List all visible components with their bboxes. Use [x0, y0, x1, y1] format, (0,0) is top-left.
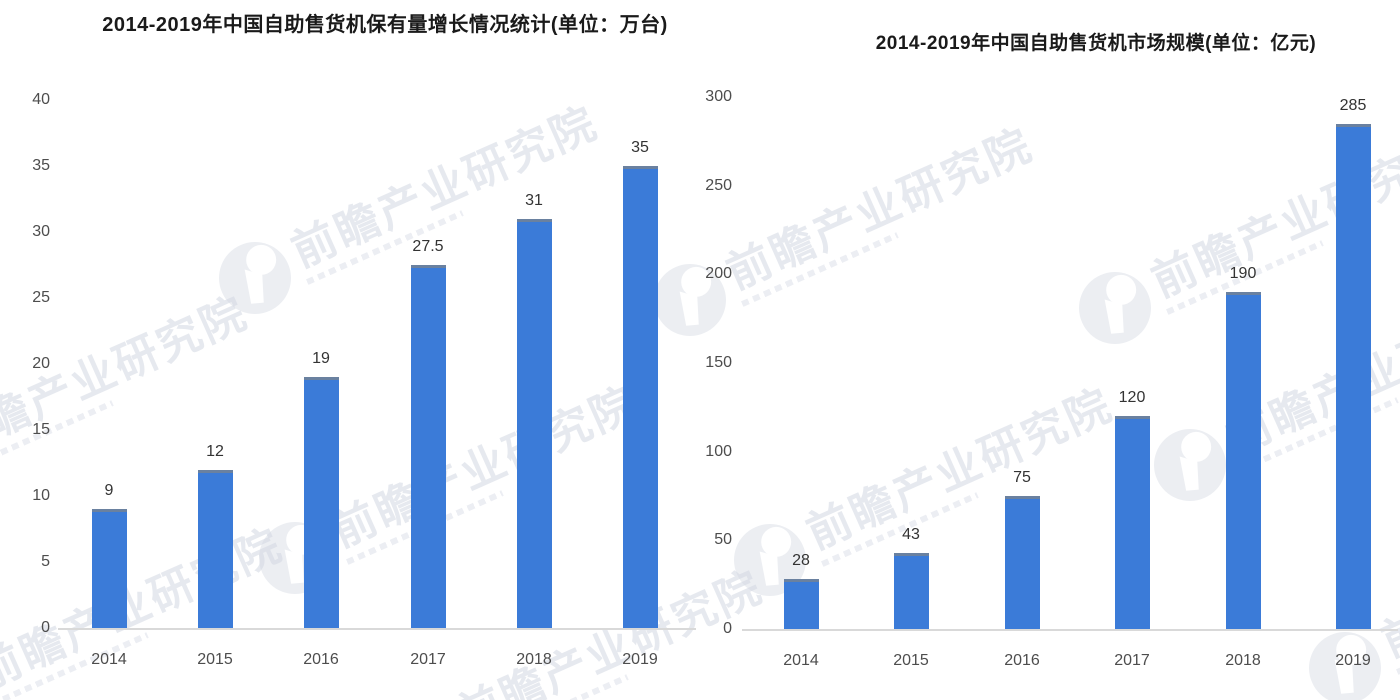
left-chart-title: 2014-2019年中国自助售货机保有量增长情况统计(单位：万台) — [102, 14, 668, 36]
x-axis-line — [742, 629, 1398, 631]
x-tick-label: 2018 — [516, 651, 552, 668]
bar-2017 — [1114, 416, 1150, 629]
watermark-body: 前瞻产业研究院 — [719, 120, 1044, 307]
y-tick-label: 250 — [705, 176, 732, 194]
bar-2014 — [91, 509, 127, 628]
bar-2018 — [516, 218, 552, 628]
x-tick-label: 2019 — [622, 651, 658, 668]
x-tick-label: 2018 — [1225, 652, 1261, 669]
x-tick-label: 2015 — [893, 652, 929, 669]
x-tick-label: 2014 — [783, 652, 819, 669]
watermark-text: 前瞻产业研究院 — [1374, 488, 1400, 667]
qianzhan-logo-icon — [372, 694, 467, 700]
watermark-subtext — [470, 674, 629, 700]
bar-2019 — [622, 166, 658, 628]
y-tick-label: 20 — [32, 355, 50, 372]
qianzhan-logo-icon — [1079, 272, 1151, 344]
x-tick-label: 2016 — [303, 651, 339, 668]
bar-value-label: 120 — [1118, 389, 1146, 407]
bar-2015 — [893, 552, 929, 629]
bar-2015 — [197, 469, 233, 628]
bar-value-label: 75 — [1013, 469, 1031, 486]
bar-value-label: 35 — [631, 139, 649, 156]
x-tick-label: 2017 — [410, 651, 446, 668]
bar-2019 — [1335, 123, 1371, 629]
bar-value-label: 190 — [1229, 265, 1257, 283]
watermark-subtext — [1395, 600, 1400, 675]
bar-2016 — [303, 377, 339, 628]
bar-value-label: 9 — [104, 482, 114, 500]
y-tick-label: 50 — [714, 531, 732, 549]
y-tick-label: 300 — [705, 88, 732, 105]
x-axis-line — [58, 628, 696, 630]
y-tick-label: 15 — [32, 421, 50, 438]
y-tick-label: 40 — [32, 91, 50, 108]
watermark-body: 前瞻产业研究院 — [1374, 488, 1400, 675]
watermark-subtext — [1240, 397, 1399, 472]
y-tick-label: 30 — [32, 223, 50, 240]
watermark-body: 前瞻产业研究院 — [0, 520, 294, 700]
bar-2017 — [410, 265, 446, 628]
watermark-body: 前瞻产业研究院 — [324, 378, 649, 565]
bar-value-label: 31 — [525, 191, 543, 209]
y-tick-label: 5 — [41, 553, 50, 570]
watermark-text: 前瞻产业研究院 — [324, 378, 646, 557]
bar-value-label: 28 — [792, 552, 810, 570]
x-tick-label: 2017 — [1114, 652, 1150, 669]
x-tick-label: 2019 — [1335, 652, 1371, 669]
qianzhan-logo-icon — [219, 242, 291, 314]
qianzhan-logo-icon — [1154, 429, 1226, 501]
y-tick-label: 35 — [32, 157, 50, 174]
x-tick-label: 2016 — [1004, 652, 1040, 669]
y-tick-label: 0 — [41, 619, 50, 636]
bar-value-label: 285 — [1339, 96, 1367, 114]
y-tick-label: 0 — [723, 620, 732, 637]
bar-value-label: 12 — [206, 442, 224, 460]
bar-value-label: 27.5 — [412, 238, 444, 255]
bar-2016 — [1004, 496, 1040, 629]
watermark-subtext — [740, 232, 899, 307]
x-tick-label: 2014 — [91, 651, 127, 668]
watermark-text: 前瞻产业研究院 — [719, 120, 1041, 299]
y-tick-label: 200 — [705, 265, 732, 283]
bar-value-label: 43 — [902, 525, 920, 543]
watermark: 前瞻产业研究院 — [0, 515, 297, 700]
x-tick-label: 2015 — [197, 651, 233, 668]
bar-2014 — [783, 579, 819, 629]
y-tick-label: 10 — [32, 487, 50, 504]
watermark-text: 前瞻产业研究院 — [799, 380, 1121, 559]
watermark-body: 前瞻产业研究院 — [799, 380, 1124, 567]
y-tick-label: 150 — [705, 354, 732, 371]
bar-2018 — [1225, 292, 1261, 629]
y-tick-label: 25 — [32, 289, 50, 306]
bar-value-label: 19 — [312, 350, 330, 368]
watermark: 前瞻产业研究院 — [642, 115, 1047, 348]
right-chart-title: 2014-2019年中国自助售货机市场规模(单位：亿元) — [875, 33, 1317, 54]
y-tick-label: 100 — [705, 442, 732, 460]
watermark-text: 前瞻产业研究院 — [0, 520, 291, 699]
